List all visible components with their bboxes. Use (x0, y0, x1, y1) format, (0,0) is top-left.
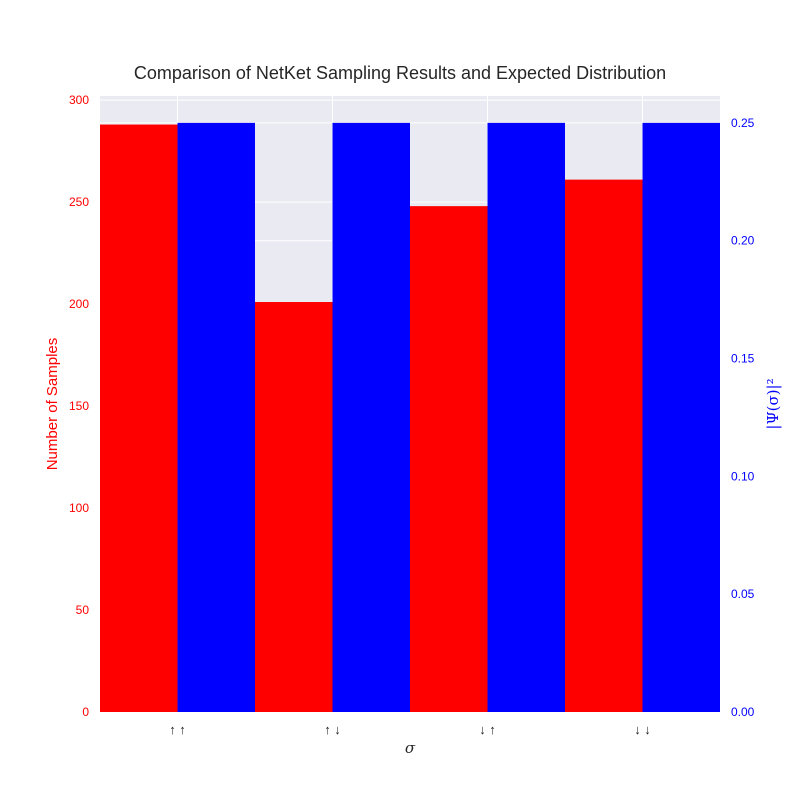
x-axis-label: σ (405, 739, 416, 757)
y-tick-left: 100 (69, 501, 89, 515)
bar-samples (410, 206, 488, 712)
y-tick-left: 150 (69, 399, 89, 413)
chart-title: Comparison of NetKet Sampling Results an… (134, 63, 666, 83)
bar-samples (100, 124, 178, 713)
x-tick: ↓ ↑ (479, 722, 496, 737)
y-tick-right: 0.25 (731, 116, 755, 130)
x-tick: ↑ ↓ (324, 722, 341, 737)
y-tick-right: 0.10 (731, 469, 755, 483)
y-axis-label-right: |Ψ(σ)|² (764, 378, 782, 429)
y-tick-right: 0.05 (731, 587, 755, 601)
y-tick-left: 50 (76, 603, 90, 617)
bar-samples (565, 179, 643, 712)
y-tick-left: 250 (69, 195, 89, 209)
bar-samples (255, 302, 333, 712)
bar-expected (487, 122, 565, 713)
bar-expected (332, 122, 410, 713)
y-tick-left: 200 (69, 297, 89, 311)
ticks: 0 50 100 150 200 250 300 0.00 0.05 0.10 0.15 0.20 0.… (69, 93, 755, 737)
y-tick-right: 0.20 (731, 234, 755, 248)
bar-expected (642, 122, 720, 713)
x-tick: ↑ ↑ (169, 722, 186, 737)
y-axis-label-left: Number of Samples (44, 338, 61, 471)
y-tick-right: 0.00 (731, 705, 755, 719)
y-tick-right: 0.15 (731, 352, 755, 366)
y-tick-left: 0 (82, 705, 89, 719)
bars (100, 122, 720, 713)
y-tick-left: 300 (69, 93, 89, 107)
bar-expected (177, 122, 255, 713)
x-tick: ↓ ↓ (634, 722, 651, 737)
